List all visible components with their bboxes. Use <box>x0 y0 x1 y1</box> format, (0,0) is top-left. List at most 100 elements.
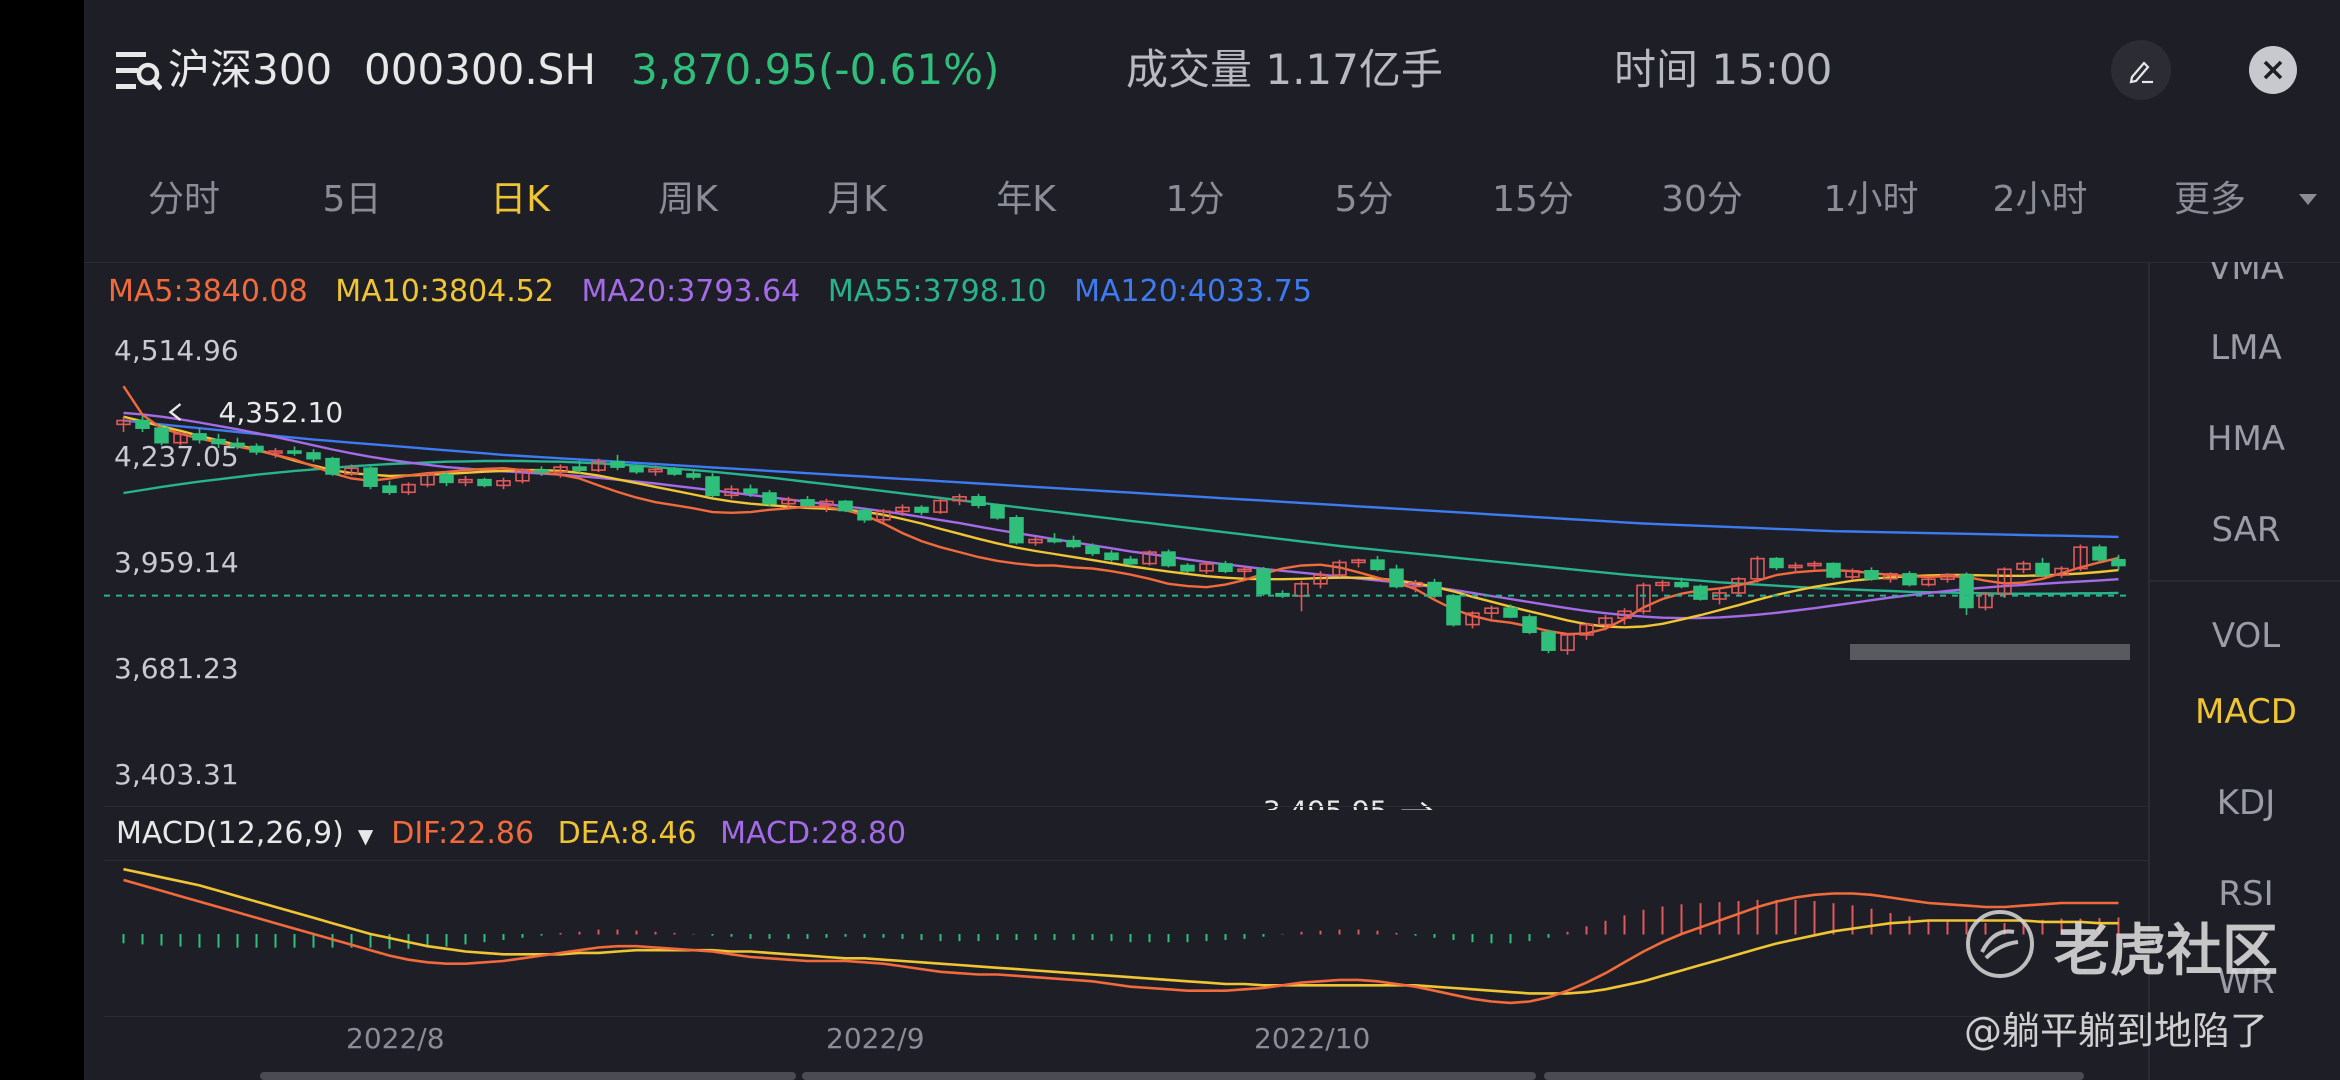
macd-chart[interactable] <box>84 862 2148 1016</box>
candle <box>933 498 948 514</box>
candle-body <box>1617 610 1632 619</box>
candle-body <box>1142 551 1157 565</box>
indicator-kdj[interactable]: KDJ <box>2216 783 2276 823</box>
list-search-icon[interactable] <box>116 50 162 92</box>
brand-watermark: 老虎社区 <box>2054 919 2278 984</box>
indicator-vol[interactable]: VOL <box>2211 616 2281 656</box>
candle <box>781 496 796 508</box>
candle-body <box>363 467 378 487</box>
candle <box>1313 571 1328 589</box>
indicator-sar[interactable]: SAR <box>2211 510 2281 550</box>
draw-button[interactable] <box>2111 40 2171 100</box>
candle-body <box>2035 562 2050 576</box>
candle <box>1921 577 1936 587</box>
indicator-wr[interactable]: WR <box>2217 962 2275 1002</box>
time-scrollbar-seg-3[interactable] <box>1544 1072 2084 1080</box>
tab-2hour[interactable]: 2小时 <box>1992 179 2088 220</box>
dea-label: DEA:8.46 <box>557 816 697 851</box>
candle <box>363 466 378 490</box>
candle-body <box>382 485 397 494</box>
candle <box>800 496 815 509</box>
ma-line-ma5 <box>122 385 2119 636</box>
ma-line-ma120 <box>123 419 2119 539</box>
candle-body <box>553 466 568 473</box>
candle <box>895 504 910 516</box>
candle <box>1864 567 1879 581</box>
tab-30min[interactable]: 30分 <box>1661 179 1743 220</box>
candle-body <box>857 509 872 521</box>
candle-body <box>914 506 929 513</box>
candlestick-chart[interactable]: 4,352.10 3,495.95 <box>84 262 2148 810</box>
candle <box>2073 544 2088 572</box>
candle <box>534 466 549 476</box>
candle <box>1522 614 1537 635</box>
candle-body <box>515 469 530 482</box>
tab-1hour[interactable]: 1小时 <box>1823 179 1919 220</box>
candle-body <box>1218 563 1233 573</box>
candle <box>705 473 720 498</box>
tab-more[interactable]: 更多 <box>2173 179 2246 220</box>
candle-body <box>1921 578 1936 586</box>
tab-1min[interactable]: 1分 <box>1165 179 1225 220</box>
candle-body <box>724 488 739 497</box>
tab-intraday[interactable]: 分时 <box>147 179 220 220</box>
indicator-hma[interactable]: HMA <box>2206 419 2286 459</box>
tab-yearly-k[interactable]: 年K <box>996 179 1056 220</box>
candle-body <box>1256 568 1271 595</box>
candle-body <box>933 499 948 513</box>
candle-body <box>971 496 986 507</box>
tabs-divider <box>84 262 2340 263</box>
index-name[interactable]: 沪深300 <box>168 45 333 94</box>
candle <box>1047 533 1062 544</box>
candle <box>1446 594 1461 627</box>
indicator-vma[interactable]: VMA <box>2208 262 2284 288</box>
macd-legend[interactable]: MACD(12,26,9) ▼ DIF:22.86 DEA:8.46 MACD:28… <box>116 812 920 858</box>
tab-15min[interactable]: 15分 <box>1492 179 1574 220</box>
candle <box>1427 578 1442 598</box>
time-scrollbar-seg-1[interactable] <box>260 1072 796 1080</box>
indicator-macd[interactable]: MACD <box>2195 692 2297 732</box>
candle-body <box>2016 562 2031 571</box>
candle-body <box>819 500 834 507</box>
tab-weekly-k[interactable]: 周K <box>658 179 718 220</box>
tab-5day[interactable]: 5日 <box>322 179 382 220</box>
macd-dropdown-icon[interactable]: ▼ <box>357 824 374 848</box>
time-scrollbar-seg-2[interactable] <box>802 1072 1536 1080</box>
candle-body <box>838 500 853 512</box>
candle <box>1978 592 1993 611</box>
candle-body <box>1674 581 1689 588</box>
candle-body <box>401 483 416 494</box>
candle <box>135 415 150 432</box>
candle-body <box>1636 584 1651 613</box>
candle-body <box>1180 564 1195 572</box>
candle-body <box>781 499 796 505</box>
candle <box>1902 571 1917 587</box>
candle <box>116 416 131 432</box>
candle <box>1750 555 1765 583</box>
candle-body <box>1332 561 1347 576</box>
candle-body <box>135 419 150 429</box>
indicator-separator <box>2150 580 2340 582</box>
candle <box>211 433 226 449</box>
ma-legend[interactable]: MA5:3840.08 MA10:3804.52 MA20:3793.64 MA… <box>108 272 1330 312</box>
candle <box>192 428 207 444</box>
candle <box>382 480 397 495</box>
caret-down-icon[interactable] <box>2298 193 2318 207</box>
tab-daily-k[interactable]: 日K <box>490 179 550 220</box>
indicator-rsi[interactable]: RSI <box>2218 874 2274 914</box>
candle-body <box>1522 616 1537 634</box>
close-button[interactable] <box>2249 46 2297 94</box>
candle <box>610 454 625 471</box>
candle-body <box>895 506 910 513</box>
date-label-aug: 2022/8 <box>346 1022 445 1055</box>
candle-body <box>686 473 701 478</box>
candle-body <box>1199 563 1214 572</box>
tab-monthly-k[interactable]: 月K <box>827 179 887 220</box>
tab-5min[interactable]: 5分 <box>1334 179 1394 220</box>
candle-body <box>306 452 321 460</box>
candle <box>1066 535 1081 549</box>
indicator-lma[interactable]: LMA <box>2210 328 2282 368</box>
candle <box>629 464 644 474</box>
candle-body <box>629 466 644 473</box>
candle-body <box>325 457 340 475</box>
